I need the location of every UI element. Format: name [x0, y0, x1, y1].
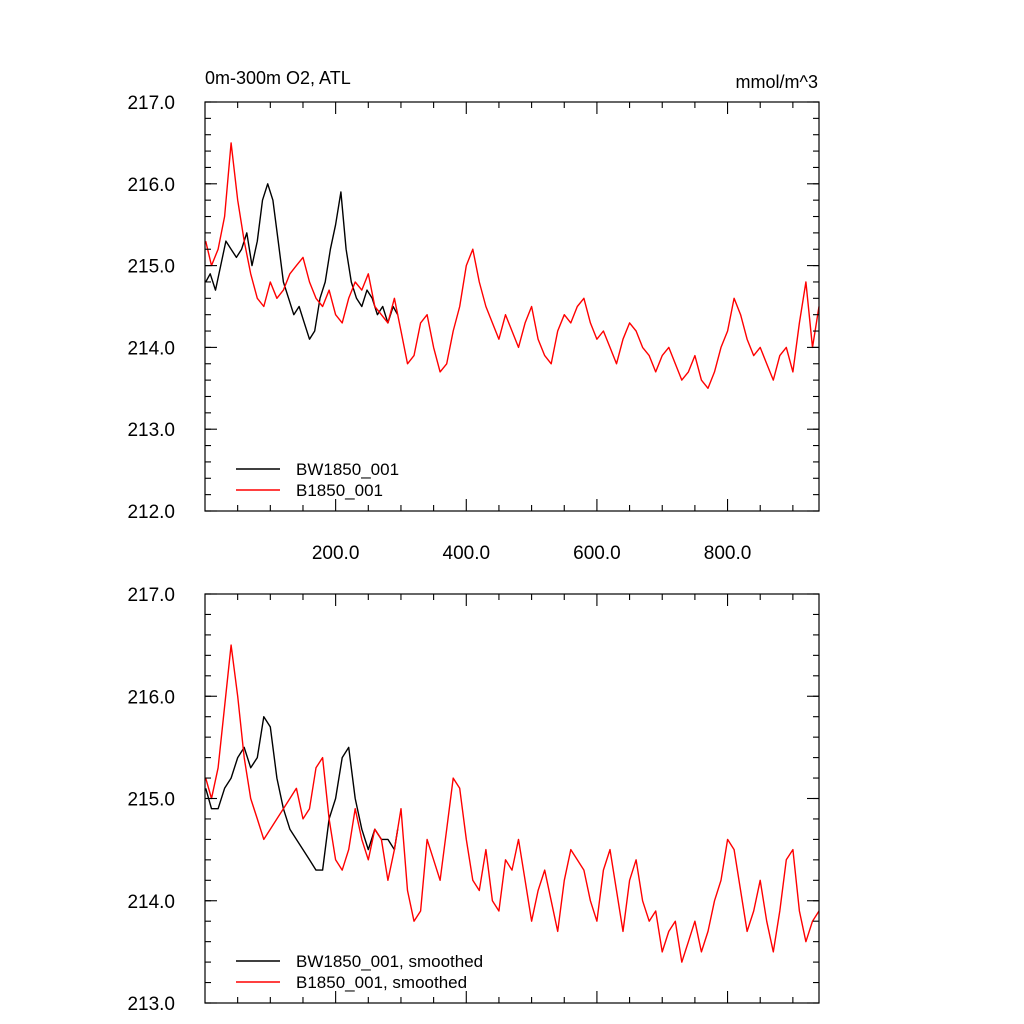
top-series-line-1	[206, 143, 819, 388]
top-xtick-label: 600.0	[573, 543, 621, 564]
top-xtick-label: 200.0	[312, 543, 360, 564]
bottom-legend-label-bw1850: BW1850_001, smoothed	[296, 952, 483, 971]
top-legend-label-bw1850: BW1850_001	[296, 460, 399, 479]
top-ytick-label: 214.0	[127, 338, 175, 359]
top-panel-title: 0m-300m O2, ATL	[205, 68, 351, 88]
bottom-ytick-label: 214.0	[127, 892, 175, 913]
bottom-ytick-label: 217.0	[127, 585, 175, 606]
top-legend: BW1850_001 B1850_001	[236, 460, 399, 500]
bottom-series-line-1	[206, 645, 819, 962]
top-xtick-label: 400.0	[443, 543, 491, 564]
top-panel: 0m-300m O2, ATL mmol/m^3 212.0 213.0 214.0…	[127, 68, 819, 564]
top-panel-units: mmol/m^3	[736, 72, 818, 92]
top-series-group	[206, 143, 819, 388]
top-plot-frame	[205, 102, 819, 511]
top-ticks-group: 212.0 213.0 214.0 215.0 216.0 217.0 200.0 400.0…	[127, 93, 819, 564]
top-ytick-label: 216.0	[127, 175, 175, 196]
bottom-series-line-0	[206, 717, 398, 870]
top-ytick-label: 213.0	[127, 420, 175, 441]
top-ytick-label: 212.0	[127, 502, 175, 523]
top-legend-label-b1850: B1850_001	[296, 481, 383, 500]
bottom-ytick-label: 216.0	[127, 687, 175, 708]
bottom-plot-frame	[205, 594, 819, 1003]
bottom-panel: 213.0 214.0 215.0 216.0 217.0 BW1850_001, sm…	[127, 585, 819, 1015]
bottom-legend-label-b1850: B1850_001, smoothed	[296, 973, 467, 992]
top-ytick-label: 215.0	[127, 257, 175, 278]
top-series-line-0	[206, 184, 398, 339]
bottom-legend: BW1850_001, smoothed B1850_001, smoothed	[236, 952, 483, 992]
bottom-ytick-label: 213.0	[127, 994, 175, 1015]
bottom-ytick-label: 215.0	[127, 790, 175, 811]
top-xtick-label: 800.0	[704, 543, 752, 564]
bottom-series-group	[206, 645, 819, 962]
top-ytick-label: 217.0	[127, 93, 175, 114]
